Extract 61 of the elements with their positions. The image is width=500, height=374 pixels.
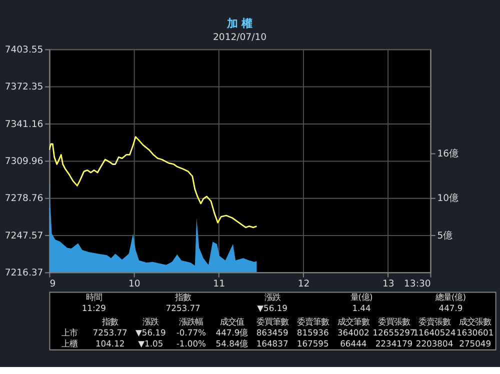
text: 11640524 (413, 328, 456, 338)
text: 164837 (256, 338, 288, 349)
text: 275049 (459, 338, 492, 349)
text: 1.44 (352, 303, 371, 314)
text: 委買張數 (378, 316, 410, 326)
y-tick-label: 7309.96 (4, 156, 44, 167)
text: 1630601 (456, 328, 494, 338)
text: 66444 (340, 338, 367, 349)
text: 11:29 (82, 303, 106, 314)
text: 447.9 (438, 303, 463, 314)
line-series (49, 136, 258, 228)
y-tick-label: 7247.57 (4, 230, 44, 242)
text: 54.84億 (216, 338, 248, 349)
y-tick-label: 7372.35 (4, 82, 44, 93)
text: 漲跌 (264, 292, 280, 302)
text: 12655297 (372, 328, 416, 338)
text: 指數 (174, 292, 192, 302)
text: 7253.77 (92, 328, 128, 338)
y-tick-label: 7278.76 (4, 193, 44, 204)
x-tick-label: 9 (50, 278, 56, 290)
text: 時間 (86, 292, 102, 302)
text: 總量(億) (434, 292, 466, 302)
text: -0.77% (176, 328, 206, 338)
text: -1.00% (176, 338, 206, 349)
y2-tick-label: 5億 (437, 230, 452, 242)
text: 104.12 (95, 338, 125, 349)
y-tick-label: 7341.16 (4, 118, 44, 130)
text: 成交張數 (459, 316, 492, 326)
text: 成交值 (220, 316, 244, 326)
text: 2234179 (375, 338, 413, 349)
text: 2203804 (416, 338, 454, 349)
x-tick-label: 10 (128, 278, 140, 290)
text: 漲跌 (142, 316, 159, 326)
text: 167595 (296, 338, 329, 349)
y2-tick-label: 16億 (437, 148, 458, 160)
text: 委賣張數 (418, 316, 451, 326)
x-tick-label: 13 (382, 278, 394, 290)
text: 7253.77 (166, 303, 200, 314)
y-tick-label: 7403.55 (4, 44, 44, 56)
text: ▼56.19 (257, 303, 288, 314)
text: 委買筆數 (256, 316, 288, 326)
text: 863459 (256, 328, 288, 338)
text: 上櫃 (62, 338, 78, 349)
text: ▼56.19 (135, 328, 166, 338)
text: 成交筆數 (337, 316, 370, 326)
text: 上市 (62, 328, 78, 338)
text: 364002 (337, 328, 370, 338)
chart-title: 加 權 (226, 16, 253, 30)
text: ▼1.05 (138, 338, 164, 349)
text: 指數 (101, 316, 118, 326)
text: 量(億) (350, 292, 373, 302)
text: 447.9億 (216, 328, 248, 338)
x-tick-label: 13:30 (404, 278, 431, 290)
x-tick-label: 11 (213, 278, 226, 290)
y2-tick-label: 10億 (437, 193, 458, 204)
chart-subtitle: 2012/07/10 (213, 32, 267, 43)
x-tick-label: 12 (298, 278, 310, 290)
text: 漲跌幅 (179, 316, 204, 326)
text: 委賣筆數 (296, 316, 329, 326)
y-tick-label: 7216.37 (4, 268, 44, 279)
text: 815936 (296, 328, 329, 338)
